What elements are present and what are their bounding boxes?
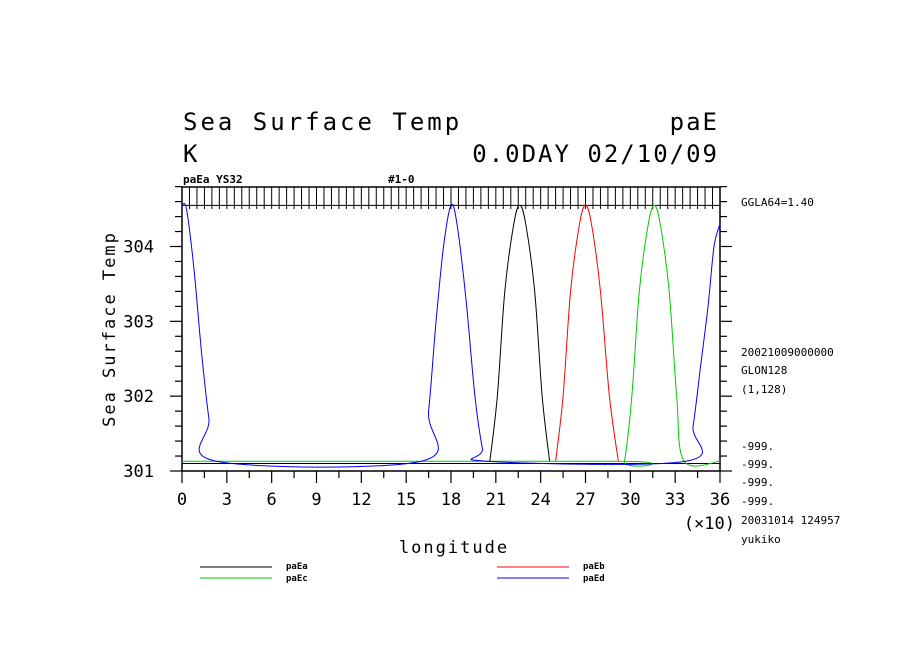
index-info: (1,128) <box>741 383 787 396</box>
x-tick-label: 18 <box>441 490 461 510</box>
x-tick-label: 15 <box>396 490 416 510</box>
x-tick-label: 33 <box>665 490 685 510</box>
y-tick-label: 304 <box>123 238 154 258</box>
plot-frame <box>181 186 721 472</box>
x-tick-label: 36 <box>710 490 730 510</box>
y-tick-label: 303 <box>123 312 154 332</box>
user-name: yukiko <box>741 533 781 546</box>
legend: paEa paEc paEb paEd <box>200 562 605 584</box>
legend-label-paEd: paEd <box>583 574 605 584</box>
experiment-tag: paEa YS32 <box>183 173 243 186</box>
missing-value-3: -999. <box>741 476 774 489</box>
x-tick-label: 0 <box>177 490 187 510</box>
missing-value-1: -999. <box>741 440 774 453</box>
legend-label-paEb: paEb <box>583 562 605 572</box>
y-tick-label: 302 <box>123 387 154 407</box>
y-axis-label: Sea Surface Temp <box>100 231 120 427</box>
legend-label-paEa: paEa <box>286 562 308 572</box>
x-tick-label: 9 <box>311 490 321 510</box>
timestamp: 20031014 124957 <box>741 514 840 527</box>
x-tick-label: 30 <box>620 490 640 510</box>
x-tick-label: 3 <box>222 490 232 510</box>
series-line-paEc <box>181 204 721 467</box>
missing-value-4: -999. <box>741 495 774 508</box>
series-line-paEb <box>555 204 619 462</box>
y-tick-labels: 301 302 303 304 <box>123 238 154 483</box>
date-line: 0.0DAY 02/10/09 <box>472 140 719 168</box>
series-layer <box>181 202 721 468</box>
x-tick-label: 21 <box>486 490 506 510</box>
x-tick-labels: 0 3 6 9 12 15 18 21 24 27 30 33 36 <box>177 490 730 510</box>
x-axis-label: longitude <box>399 538 509 558</box>
series-line-paEa <box>489 204 551 462</box>
missing-value-2: -999. <box>741 458 774 471</box>
x-tick-label: 27 <box>575 490 595 510</box>
x-axis-ticks <box>181 471 721 483</box>
x-multiplier: (×10) <box>684 514 735 534</box>
index-tag: #1-0 <box>388 173 415 186</box>
x-tick-label: 6 <box>267 490 277 510</box>
y-axis-ticks <box>170 186 732 472</box>
series-line-paEd <box>181 202 721 468</box>
legend-label-paEc: paEc <box>286 574 308 584</box>
x-tick-label: 24 <box>530 490 550 510</box>
y-tick-label: 301 <box>123 462 154 482</box>
x-tick-label: 12 <box>351 490 371 510</box>
chart-title: Sea Surface Temp <box>183 108 462 136</box>
unit-label: K <box>183 140 198 168</box>
date-code: 20021009000000 <box>741 346 834 359</box>
grid-info: GGLA64=1.40 <box>741 196 814 209</box>
lon-info: GLON128 <box>741 364 787 377</box>
model-name: paE <box>670 108 719 136</box>
